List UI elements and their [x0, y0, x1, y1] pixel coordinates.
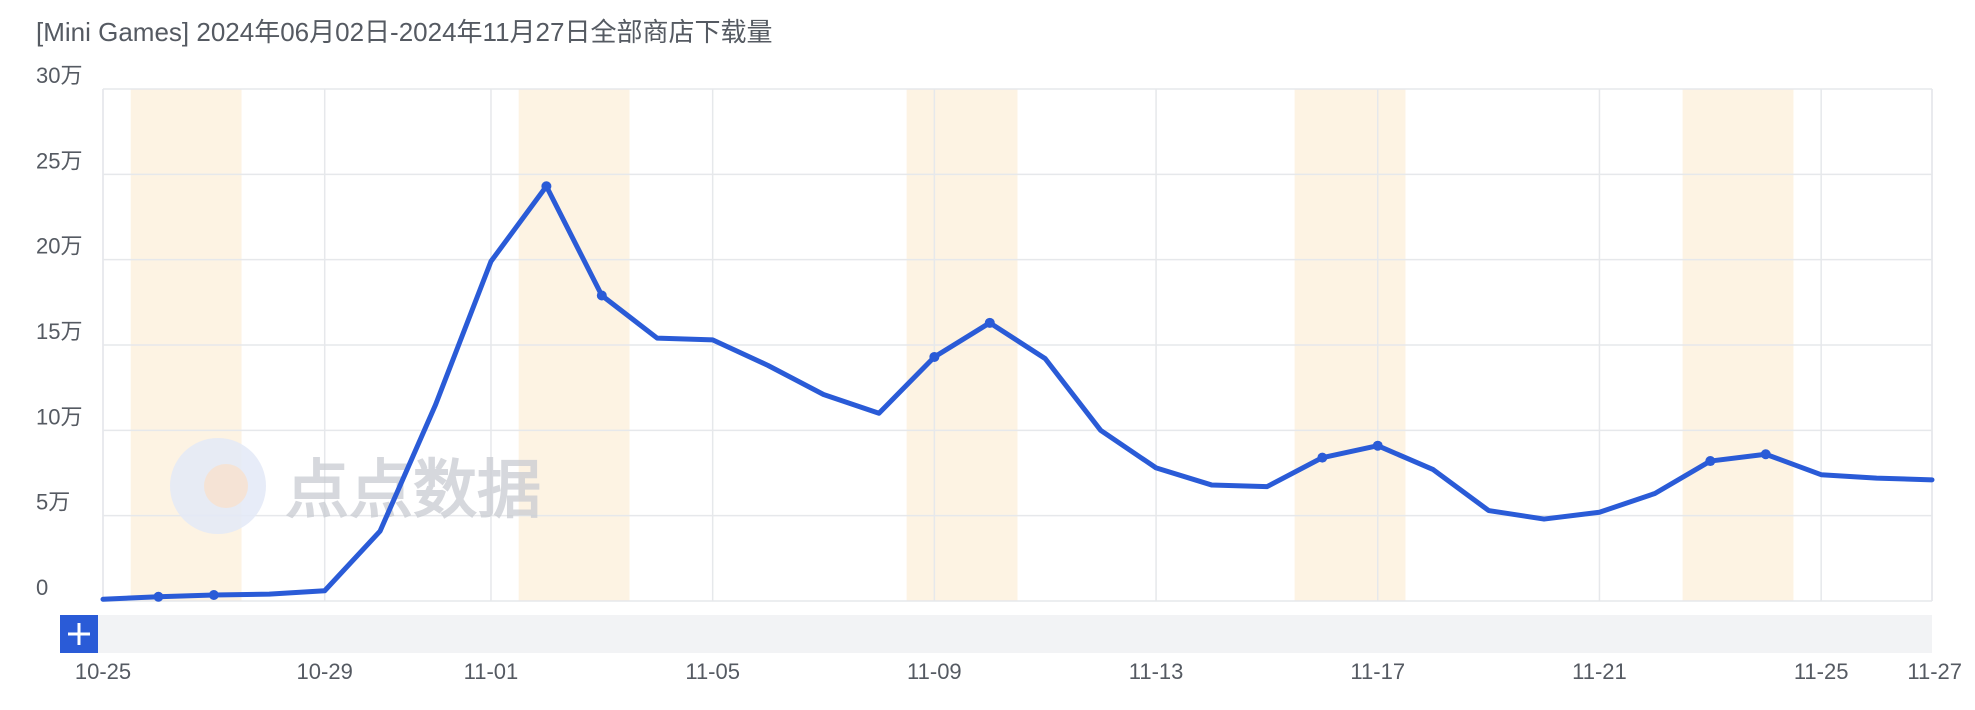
chart-title: [Mini Games] 2024年06月02日-2024年11月27日全部商店…: [36, 17, 773, 47]
data-point: [984, 317, 995, 328]
x-tick-label: 11-05: [685, 659, 740, 684]
data-point: [208, 590, 219, 601]
series-layer: [100, 181, 1935, 602]
zoom-bar[interactable]: [60, 615, 1932, 653]
data-point: [596, 290, 607, 301]
y-tick-label: 20万: [36, 234, 82, 259]
x-tick-label: 11-17: [1350, 659, 1405, 684]
x-axis: 10-25 10-29 11-01 11-05 11-09 11-13 11-17 11-21…: [75, 659, 1962, 684]
y-tick-label: 5万: [36, 490, 70, 515]
x-tick-label: 11-21: [1572, 659, 1627, 684]
watermark-text: 点点数据: [285, 454, 541, 528]
data-point: [541, 181, 552, 192]
data-point: [153, 591, 164, 602]
data-point: [1372, 440, 1383, 451]
y-tick-label: 15万: [36, 319, 82, 344]
y-tick-label: 30万: [36, 63, 82, 88]
y-tick-label: 10万: [36, 404, 82, 429]
y-tick-label: 25万: [36, 148, 82, 173]
x-tick-label: 11-25: [1794, 659, 1849, 684]
data-point: [929, 351, 940, 362]
series-line: [100, 183, 1935, 602]
zoom-slider-track[interactable]: [60, 615, 1932, 653]
x-tick-label: 11-13: [1129, 659, 1184, 684]
x-tick-label: 11-01: [464, 659, 519, 684]
x-tick-label: 11-27: [1907, 659, 1962, 684]
x-tick-label: 10-29: [297, 659, 353, 684]
x-tick-label: 11-09: [907, 659, 962, 684]
y-axis: 0 5万 10万 15万 20万 25万 30万: [36, 63, 82, 600]
data-point: [1317, 452, 1328, 463]
watermark: 点点数据: [170, 438, 541, 534]
grid-lines: [102, 88, 1933, 602]
y-tick-label: 0: [36, 575, 48, 600]
data-point: [1705, 456, 1716, 467]
data-point: [1760, 449, 1771, 460]
x-tick-label: 10-25: [75, 659, 131, 684]
watermark-logo-inner: [204, 464, 248, 508]
